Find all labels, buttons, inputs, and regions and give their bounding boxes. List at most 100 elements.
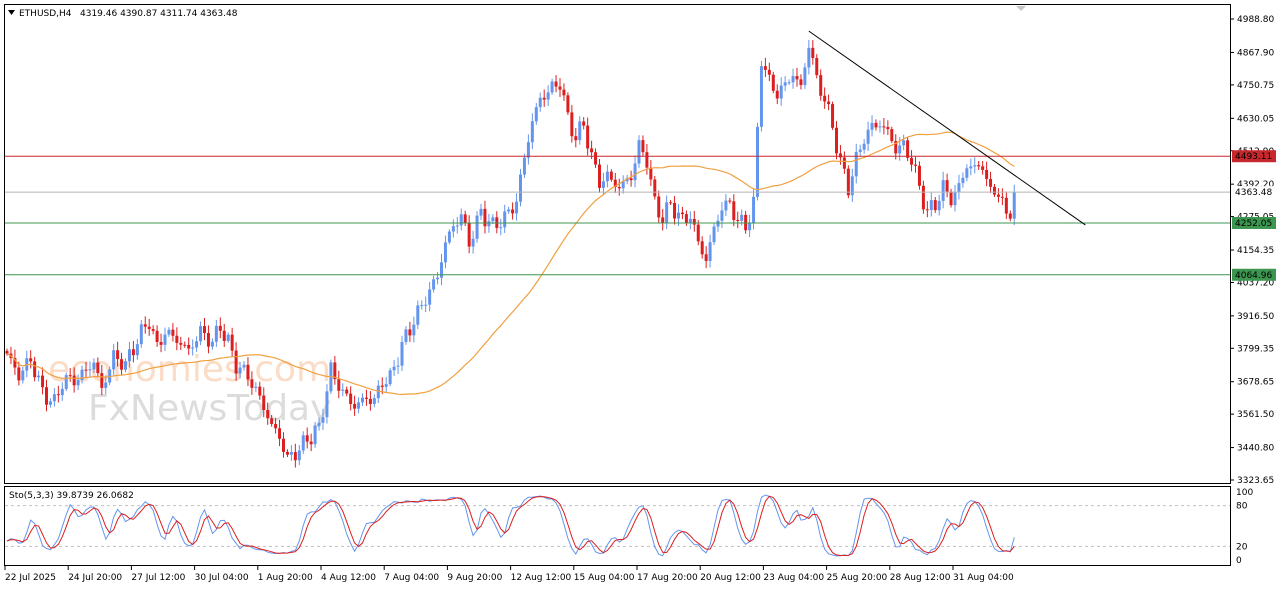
candle-body xyxy=(41,375,45,388)
price-label-text: 4363.48 xyxy=(1235,188,1272,198)
candle-body xyxy=(957,183,961,193)
candle-body xyxy=(878,126,882,128)
candle-body xyxy=(459,214,463,226)
scroll-marker-icon[interactable] xyxy=(1016,6,1026,11)
time-tick-label: 9 Aug 20:00 xyxy=(447,573,502,583)
candle-body xyxy=(637,140,641,164)
candle-body xyxy=(297,450,301,461)
candle-body xyxy=(996,194,1000,197)
candle-body xyxy=(752,196,756,223)
candle-body xyxy=(112,350,116,370)
candle-body xyxy=(487,221,491,227)
candle-body xyxy=(17,367,21,381)
candle-body xyxy=(993,186,996,195)
stoch-signal-line xyxy=(6,495,1015,556)
candle-body xyxy=(289,452,293,455)
candle-body xyxy=(985,169,989,179)
candle-body xyxy=(870,122,874,130)
candle-body xyxy=(467,222,471,247)
candle-body xyxy=(357,402,361,409)
time-tick-label: 30 Jul 04:00 xyxy=(195,573,249,583)
candle-body xyxy=(831,104,835,128)
candle-body xyxy=(100,373,104,388)
candle-body xyxy=(598,164,601,188)
candle-body xyxy=(349,393,353,404)
candle-body xyxy=(586,125,590,149)
price-tick-label: 4630.05 xyxy=(1237,114,1274,124)
stoch-level-label: 0 xyxy=(1236,556,1242,566)
price-label-box xyxy=(1232,186,1276,199)
candle-body xyxy=(827,101,831,105)
moving-average-line xyxy=(6,131,1015,396)
stoch-level-label: 80 xyxy=(1236,502,1248,512)
candle-body xyxy=(858,149,862,152)
candle-body xyxy=(882,126,886,128)
candle-body xyxy=(131,349,135,356)
candle-body xyxy=(416,305,420,325)
candle-body xyxy=(116,350,120,360)
price-tick-label: 3323.65 xyxy=(1237,476,1274,486)
candle-body xyxy=(175,335,179,343)
stoch-panel-frame xyxy=(4,486,1231,566)
candle-body xyxy=(914,164,917,166)
candle-body xyxy=(226,334,230,341)
candle-body xyxy=(673,202,677,219)
price-label-box xyxy=(1232,216,1276,229)
price-tick-label: 4392.20 xyxy=(1237,180,1274,190)
candle-body xyxy=(258,386,262,396)
price-tick-label: 3678.65 xyxy=(1237,378,1274,388)
candle-body xyxy=(609,171,613,180)
time-tick-label: 22 Jul 2025 xyxy=(5,573,56,583)
candle-body xyxy=(345,389,349,394)
candle-body xyxy=(526,142,530,158)
candle-body xyxy=(704,254,708,261)
candle-body xyxy=(720,210,724,221)
candle-body xyxy=(436,277,440,280)
candle-body xyxy=(64,375,68,389)
candle-body xyxy=(917,165,921,186)
time-tick-label: 20 Aug 12:00 xyxy=(700,573,761,583)
candle-body xyxy=(440,262,443,278)
price-label-text: 4493.11 xyxy=(1235,152,1272,162)
price-label-box xyxy=(1232,268,1276,281)
candle-body xyxy=(846,168,850,196)
candle-body xyxy=(791,76,795,83)
candle-body xyxy=(787,82,791,84)
trendline xyxy=(808,30,1086,226)
candle-body xyxy=(92,362,96,370)
candle-body xyxy=(210,341,214,347)
candle-body xyxy=(37,375,41,378)
candle-body xyxy=(285,451,289,455)
candle-body xyxy=(819,75,823,96)
time-tick-label: 4 Aug 12:00 xyxy=(321,573,376,583)
candle-body xyxy=(183,344,187,346)
candle-body xyxy=(254,386,258,388)
price-tick-label: 3561.50 xyxy=(1237,410,1274,420)
candle-body xyxy=(645,152,649,168)
candle-body xyxy=(45,387,48,405)
candle-body xyxy=(491,217,495,222)
stoch-label: Sto(5,3,3) 39.8739 26.0682 xyxy=(9,491,134,501)
candle-body xyxy=(503,211,507,228)
candle-body xyxy=(52,394,56,402)
candle-body xyxy=(522,157,526,175)
menu-triangle-icon[interactable] xyxy=(8,10,15,15)
candle-body xyxy=(566,95,570,113)
candle-body xyxy=(550,81,554,93)
candle-body xyxy=(629,178,633,181)
candle-body xyxy=(716,220,720,227)
candle-body xyxy=(222,330,226,341)
candle-body xyxy=(21,370,25,381)
candle-body xyxy=(519,174,522,202)
time-tick-label: 1 Aug 20:00 xyxy=(258,573,313,583)
candle-body xyxy=(242,364,246,368)
main-panel-frame xyxy=(4,4,1231,484)
candle-body xyxy=(538,97,542,108)
candle-body xyxy=(274,423,278,429)
candle-body xyxy=(633,163,637,181)
candle-body xyxy=(471,238,475,247)
candle-body xyxy=(88,369,92,371)
price-tick-label: 3916.50 xyxy=(1237,312,1274,322)
time-tick-label: 27 Jul 12:00 xyxy=(131,573,185,583)
